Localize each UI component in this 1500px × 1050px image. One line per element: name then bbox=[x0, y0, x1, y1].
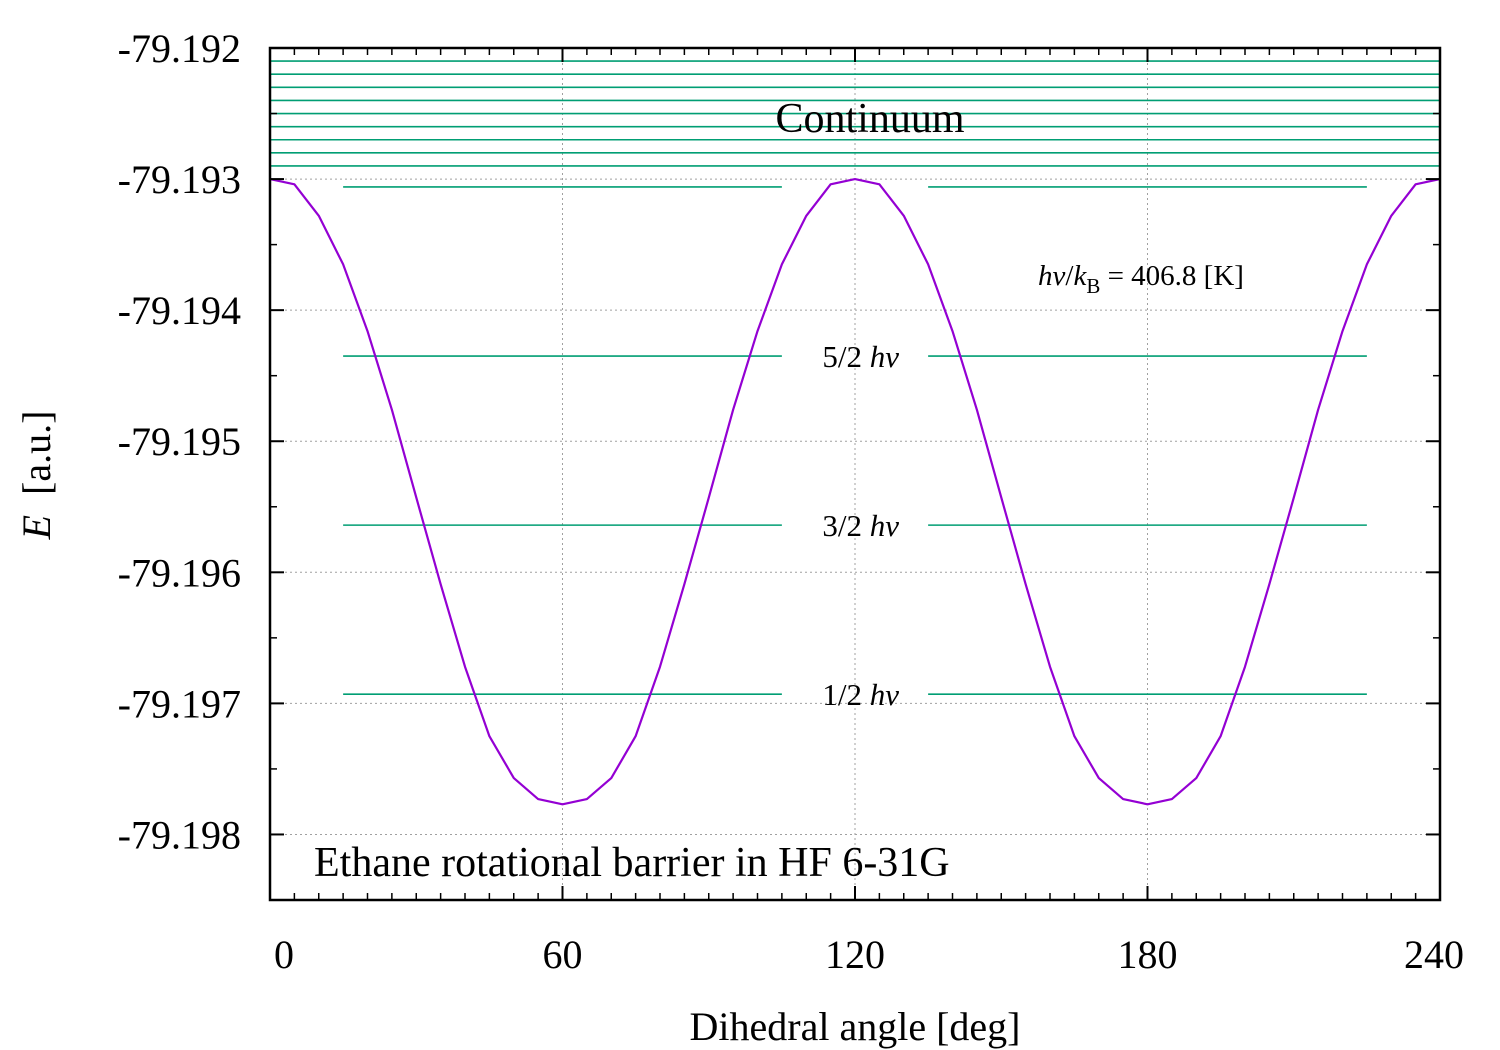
y-tick-label: -79.193 bbox=[118, 157, 241, 202]
y-tick-label: -79.196 bbox=[118, 550, 241, 595]
energy-note-h: h bbox=[1038, 260, 1053, 292]
x-tick-label: 0 bbox=[274, 932, 294, 977]
continuum-label: Continuum bbox=[775, 96, 964, 142]
x-tick-label: 60 bbox=[543, 932, 583, 977]
y-tick-label: -79.195 bbox=[118, 419, 241, 464]
level-label: 5/2 hν bbox=[822, 339, 899, 374]
y-axis-label: E [a.u.] bbox=[14, 411, 59, 541]
y-tick-label: -79.197 bbox=[118, 681, 241, 726]
energy-note: hν/kB = 406.8 [K] bbox=[1038, 260, 1244, 298]
energy-note-slash: / bbox=[1065, 260, 1074, 292]
energy-note-rest: = 406.8 [K] bbox=[1100, 260, 1244, 292]
level-label: 3/2 hν bbox=[822, 508, 899, 543]
x-tick-label: 120 bbox=[825, 932, 885, 977]
y-tick-label: -79.194 bbox=[118, 288, 241, 333]
x-tick-label: 240 bbox=[1404, 932, 1464, 977]
tick-labels: 0 60 120 180 240 -79.192 -79.193 -79.194 -79.195… bbox=[118, 26, 1464, 977]
energy-note-nu: ν bbox=[1053, 260, 1066, 292]
energy-curve bbox=[269, 178, 1441, 806]
energy-note-sub: B bbox=[1086, 274, 1100, 298]
energy-note-k: k bbox=[1073, 260, 1087, 292]
grid-lines bbox=[270, 47, 1440, 900]
axis-ticks bbox=[269, 47, 1441, 900]
y-axis-symbol: E bbox=[14, 515, 59, 540]
vibrational-levels: 1/2 hν 3/2 hν 5/2 hν bbox=[343, 186, 1367, 712]
level-label: 1/2 hν bbox=[822, 677, 899, 712]
energy-curve-line bbox=[269, 178, 1441, 806]
y-tick-label: -79.192 bbox=[118, 26, 241, 71]
x-tick-label: 180 bbox=[1118, 932, 1178, 977]
y-tick-label: -79.198 bbox=[118, 812, 241, 857]
chart-title: Ethane rotational barrier in HF 6-31G bbox=[314, 840, 950, 886]
y-axis-unit: [a.u.] bbox=[14, 411, 59, 495]
continuum-levels bbox=[270, 60, 1440, 167]
x-axis-label: Dihedral angle [deg] bbox=[690, 1004, 1021, 1049]
